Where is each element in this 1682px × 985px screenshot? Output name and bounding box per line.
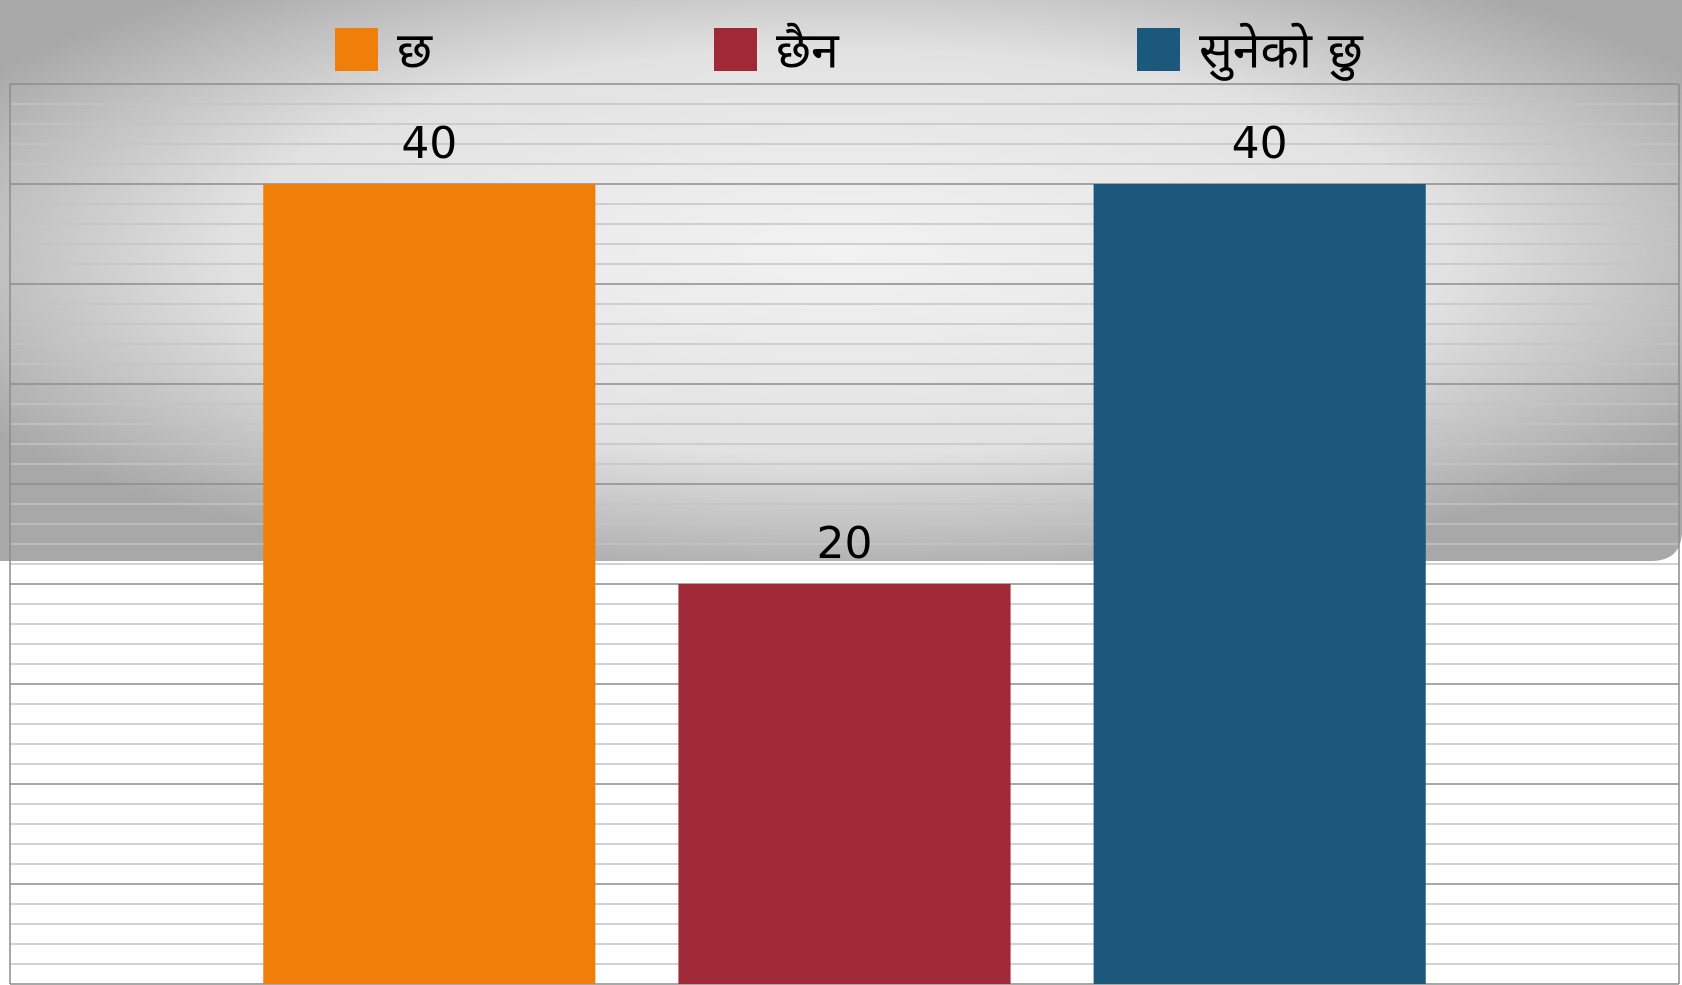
value-label: 20: [817, 518, 873, 569]
legend-label: सुनेको छु: [1199, 22, 1364, 82]
value-label: 40: [401, 118, 457, 169]
bars: 40 20 40: [263, 118, 1426, 984]
legend-swatch: [714, 28, 757, 71]
legend: छ छैन सुनेको छु: [335, 22, 1364, 82]
legend-swatch: [1137, 28, 1180, 71]
bar: [263, 184, 596, 984]
bar: [678, 584, 1011, 984]
legend-label: छ: [397, 22, 433, 80]
value-label: 40: [1232, 118, 1288, 169]
bar: [1093, 184, 1426, 984]
legend-swatch: [335, 28, 378, 71]
legend-label: छैन: [776, 22, 840, 80]
